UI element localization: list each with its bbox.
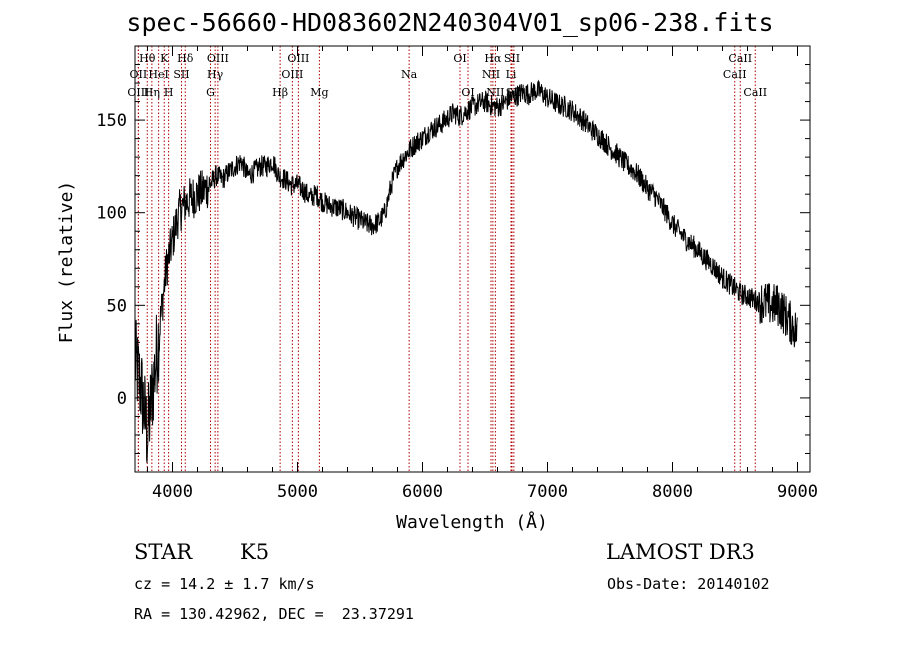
reference-line-label: NII xyxy=(486,86,504,99)
reference-line-label: Hβ xyxy=(272,86,288,99)
series-layer xyxy=(134,79,798,463)
reference-line-label: Mg xyxy=(310,86,328,99)
x-axis-label: Wavelength (Å) xyxy=(396,511,548,533)
reference-line-label: OI xyxy=(461,86,474,99)
plot-frame xyxy=(134,45,811,473)
x-tick-label: 5000 xyxy=(277,482,318,502)
reference-line-label: OIII xyxy=(281,68,303,81)
y-tick-label: 150 xyxy=(96,111,127,131)
chart-title: spec-56660-HD083602N240304V01_sp06-238.f… xyxy=(126,8,774,37)
reference-line-label: SII xyxy=(504,52,520,65)
y-axis-label: Flux (relative) xyxy=(56,181,77,344)
x-tick-label: 8000 xyxy=(652,482,693,502)
reference-line-label: Hδ xyxy=(177,52,194,65)
x-tick-label: 9000 xyxy=(777,482,818,502)
y-tick-label: 100 xyxy=(96,204,127,224)
x-tick-label: 6000 xyxy=(402,482,443,502)
reference-line-label: HeI xyxy=(148,68,168,81)
x-tick-label: 4000 xyxy=(152,482,193,502)
reference-line-label: Hη xyxy=(144,86,160,99)
reference-line-label: OII xyxy=(130,68,148,81)
x-tick-label: 7000 xyxy=(527,482,568,502)
emission-lines-layer xyxy=(137,46,756,472)
reference-line-label: Li xyxy=(506,68,517,81)
obs-date: Obs-Date: 20140102 xyxy=(607,575,770,593)
y-tick-label: 0 xyxy=(117,389,127,409)
axes-layer: 4000 5000 6000 7000 8000 9000 0 50 100 150 xyxy=(96,46,818,502)
reference-line-label: OIII xyxy=(207,52,229,65)
ra-dec: RA = 130.42962, DEC = 23.37291 xyxy=(134,605,414,623)
object-subclass: K5 xyxy=(240,540,270,564)
y-tick-label: 50 xyxy=(107,296,127,316)
object-class: STAR xyxy=(134,540,193,564)
reference-line-label: SII xyxy=(173,68,189,81)
survey-name: LAMOST DR3 xyxy=(606,540,755,564)
redshift-cz: cz = 14.2 ± 1.7 km/s xyxy=(134,575,315,593)
reference-line-label: Hγ xyxy=(207,68,224,81)
reference-line-label: Hθ xyxy=(139,52,156,65)
reference-line-label: K xyxy=(160,52,169,65)
reference-line-label: CaII xyxy=(723,68,747,81)
reference-line-label: CaII xyxy=(728,52,752,65)
reference-line-label: NII xyxy=(482,68,500,81)
reference-line-label: OI xyxy=(453,52,466,65)
reference-line-label: OIII xyxy=(127,86,149,99)
reference-line-label: Hα xyxy=(484,52,502,65)
reference-line-label: CaII xyxy=(743,86,767,99)
line-labels-layer: Hθ OII OIII K HeI Hη Hδ SII H OIII Hγ G OIII OIII Hβ Mg… xyxy=(127,52,767,99)
reference-line-label: OIII xyxy=(287,52,309,65)
flux-series-line xyxy=(134,79,798,463)
reference-line-label: H xyxy=(164,86,174,99)
reference-line-label: G xyxy=(206,86,215,99)
reference-line-label: Na xyxy=(401,68,418,81)
